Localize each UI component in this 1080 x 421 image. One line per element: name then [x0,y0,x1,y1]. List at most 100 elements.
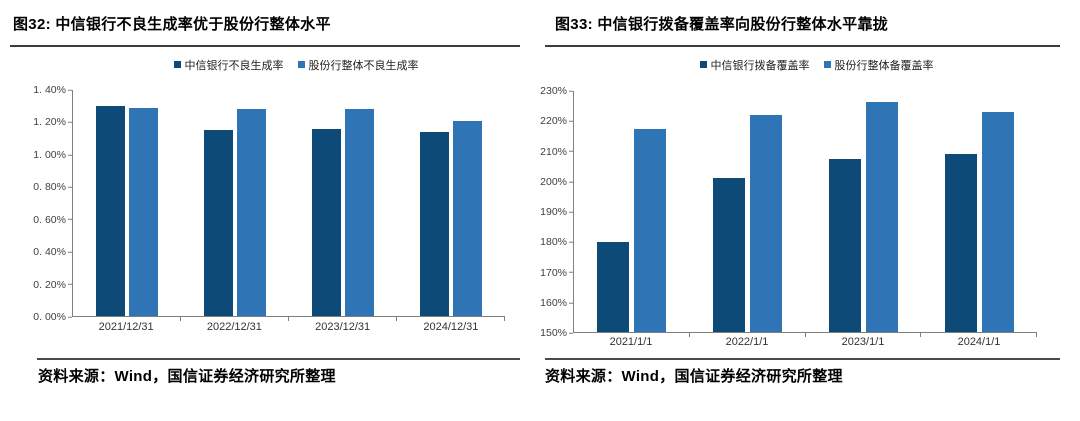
bar [129,107,158,316]
y-tick: 170% [540,267,573,278]
figure-32-bar-chart: 0. 00% 0. 20% 0. 40% 0. 60% 0. 80% 1. 00% 1. 2… [10,85,520,322]
y-tick: 1. 40% [33,85,72,96]
y-tick-mark [569,332,573,334]
y-tick: 180% [540,237,573,248]
x-tick-label: 2021/12/31 [98,321,154,333]
figure-32-legend: 中信银行不良生成率 股份行整体不良生成率 [72,57,520,73]
plot-area [72,90,505,321]
bar [204,130,233,316]
x-tick-label: 2022/12/31 [206,321,262,333]
bar-group [397,90,505,321]
legend-item: 中信银行拨备覆盖率 [699,57,810,73]
bar-group [181,90,289,321]
bar-group [289,90,397,321]
y-tick-mark [569,90,573,92]
bar-group [806,91,922,337]
legend-swatch [823,61,831,68]
y-tick-label: 0. 80% [33,181,66,194]
y-tick-mark [569,151,573,152]
legend-item: 股份行整体备覆盖率 [823,57,934,73]
bar-group [574,91,690,337]
legend-label: 中信银行不良生成率 [184,59,284,72]
y-tick: 0. 40% [33,247,72,258]
y-tick-label: 1. 20% [33,116,66,129]
figure-32: 图32: 中信银行不良生成率优于股份行整体水平 中信银行不良生成率 股份行整体不良… [10,10,520,386]
report-figures-panel: 图32: 中信银行不良生成率优于股份行整体水平 中信银行不良生成率 股份行整体不良… [10,10,1060,386]
bar [865,101,898,332]
y-axis: 0. 00% 0. 20% 0. 40% 0. 60% 0. 80% 1. 00% 1. 2… [10,85,72,322]
y-tick-label: 0. 40% [33,245,66,258]
y-tick-mark [68,219,72,221]
y-tick-mark [68,154,72,156]
y-tick: 1. 20% [33,117,72,128]
y-tick-mark [569,211,573,213]
y-tick-mark [68,251,72,253]
y-tick-label: 180% [540,236,567,248]
y-tick-label: 150% [540,326,567,339]
y-tick: 150% [540,328,573,339]
y-axis: 150% 160% 170% 180% 190% 200% 210% 220% 230% [540,86,573,338]
y-tick-label: 0. 00% [33,310,66,323]
bar [634,128,667,332]
figure-33-title: 图33: 中信银行拨备覆盖率向股份行整体水平靠拢 [545,10,1060,47]
x-tick-label: 2023/1/1 [841,336,885,348]
y-tick-label: 0. 20% [33,278,66,291]
y-tick-mark [68,316,72,318]
y-tick-mark [569,272,573,273]
legend-item: 股份行整体不良生成率 [297,57,419,73]
bar [713,178,746,332]
legend-swatch [297,61,305,68]
bar [420,131,449,316]
legend-swatch [173,61,181,68]
bar [828,158,861,332]
legend-swatch [699,61,707,68]
legend-label: 中信银行拨备覆盖率 [710,59,810,72]
y-tick-label: 230% [540,84,567,97]
y-tick: 210% [540,146,573,157]
bar [345,109,374,316]
y-tick-mark [68,121,72,123]
y-tick-label: 1. 40% [33,83,66,96]
bar-group [73,90,181,321]
figure-33: 图33: 中信银行拨备覆盖率向股份行整体水平靠拢 中信银行拨备覆盖率 股份行整体备… [540,10,1060,386]
x-tick-label: 2023/12/31 [315,321,371,333]
y-tick-mark [68,89,72,91]
y-tick: 0. 00% [33,312,72,323]
figure-33-legend: 中信银行拨备覆盖率 股份行整体备覆盖率 [573,57,1060,73]
x-tick-label: 2024/1/1 [957,336,1001,348]
y-tick-label: 160% [540,296,567,309]
x-tick-label: 2024/12/31 [423,321,479,333]
y-tick-mark [569,241,573,243]
bar-group [690,91,806,337]
source-note: 资料来源：Wind，国信证券经济研究所整理 [38,368,336,385]
y-tick: 220% [540,116,573,127]
bar [981,112,1014,332]
y-tick-label: 170% [540,266,567,279]
plot-area [573,91,1037,337]
y-tick: 200% [540,175,573,188]
x-tick-label: 2021/1/1 [609,336,653,348]
y-tick-label: 190% [540,205,567,218]
bar [944,154,977,332]
y-tick: 160% [540,296,573,309]
y-tick-label: 200% [540,175,567,188]
y-tick: 0. 80% [33,182,72,193]
y-tick-mark [569,302,573,304]
bar [96,106,125,316]
y-tick: 0. 60% [33,214,72,225]
y-tick-mark [68,284,72,286]
figure-bottom-rule [545,358,1060,360]
source-note: 资料来源：Wind，国信证券经济研究所整理 [545,368,843,385]
figure-32-title: 图32: 中信银行不良生成率优于股份行整体水平 [10,10,520,47]
y-tick: 190% [540,207,573,218]
y-tick-label: 220% [540,115,567,127]
y-tick-mark [68,186,72,188]
y-tick-mark [569,181,573,183]
bar [453,120,482,316]
legend-label: 股份行整体不良生成率 [308,59,419,72]
figure-bottom-rule [37,358,520,360]
y-tick: 0. 20% [33,279,72,290]
x-axis-labels: 2021/1/1 2022/1/1 2023/1/1 2024/1/1 [573,336,1037,349]
y-tick: 1. 00% [33,150,72,161]
x-tick-label: 2022/1/1 [725,336,769,348]
